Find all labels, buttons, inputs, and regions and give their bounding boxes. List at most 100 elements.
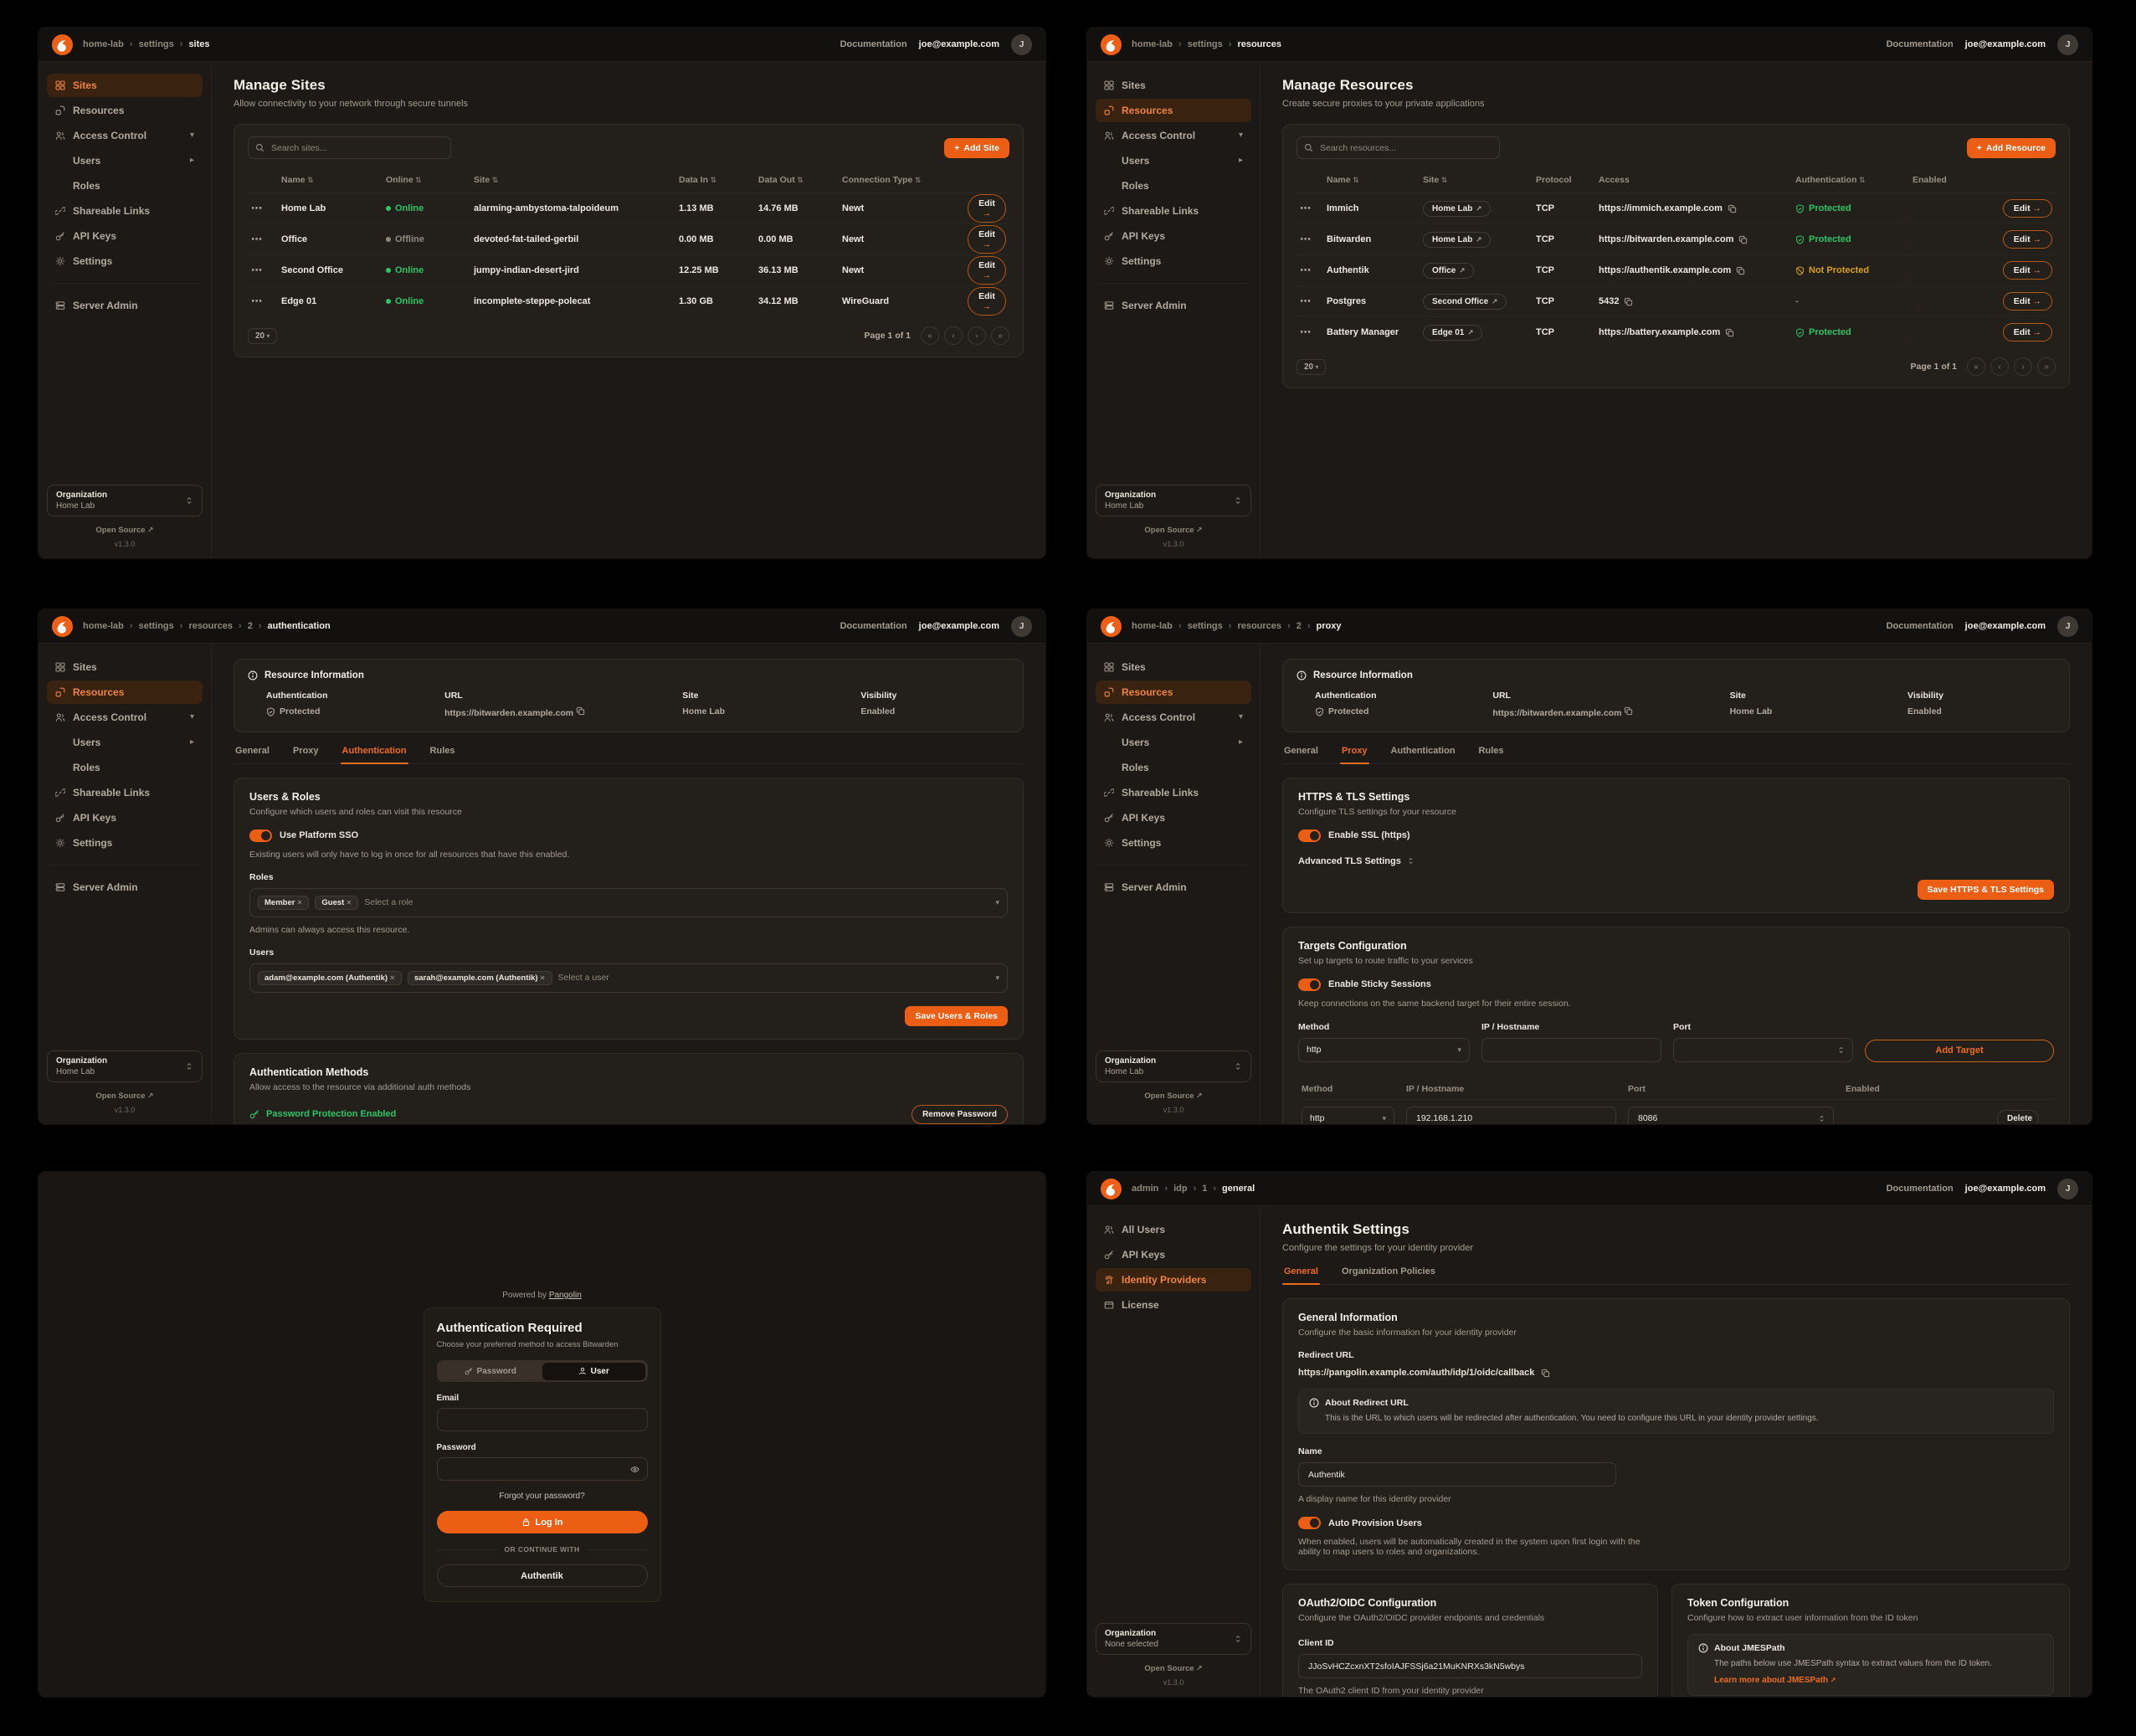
sidebar-item-server-admin[interactable]: Server Admin [47, 294, 203, 317]
site-link-pill[interactable]: Home Lab [1423, 200, 1492, 217]
row-actions-button[interactable] [1300, 202, 1327, 215]
tab-proxy[interactable]: Proxy [292, 745, 319, 756]
sidebar-item-sites[interactable]: Sites [1096, 74, 1251, 97]
sidebar-item-users[interactable]: Users [47, 149, 203, 172]
sidebar-item-server-admin[interactable]: Server Admin [1096, 294, 1251, 317]
col-online[interactable]: Online [386, 175, 474, 185]
user-email[interactable]: joe@example.com [1964, 621, 2046, 631]
tab-proxy[interactable]: Proxy [1339, 746, 1369, 764]
sidebar-item-sites[interactable]: Sites [1096, 655, 1251, 679]
enable-ssl-toggle[interactable] [1298, 829, 1321, 842]
org-picker[interactable]: Organization Home Lab [47, 485, 203, 516]
pangolin-link[interactable]: Pangolin [548, 1291, 582, 1300]
sidebar-item-users[interactable]: Users [1096, 731, 1251, 754]
pangolin-logo-icon[interactable] [1101, 33, 1122, 55]
sidebar-item-server-admin[interactable]: Server Admin [1096, 876, 1251, 899]
edit-button[interactable]: Edit [968, 256, 1006, 285]
sidebar-item-api-keys[interactable]: API Keys [47, 806, 203, 829]
copy-icon[interactable] [1736, 266, 1745, 275]
search-sites[interactable] [248, 136, 451, 159]
breadcrumb-settings[interactable]: settings [1188, 39, 1232, 49]
breadcrumb-settings[interactable]: settings [139, 39, 183, 49]
row-actions-button[interactable] [251, 202, 281, 215]
sidebar-item-sites[interactable]: Sites [47, 655, 203, 679]
row-actions-button[interactable] [251, 233, 281, 246]
edit-button[interactable]: Edit [968, 225, 1006, 254]
breadcrumb-idp[interactable]: idp [1173, 1184, 1196, 1194]
user-email[interactable]: joe@example.com [1964, 1184, 2046, 1194]
sidebar-item-access-control[interactable]: Access Control [47, 706, 203, 729]
advanced-tls-expander[interactable]: Advanced TLS Settings [1298, 856, 2054, 866]
eye-icon[interactable] [629, 1465, 639, 1474]
edit-button[interactable]: Edit [2002, 261, 2052, 280]
user-chip[interactable]: sarah@example.com (Authentik) [407, 970, 552, 985]
breadcrumb-resource-id[interactable]: 2 [248, 621, 262, 631]
avatar[interactable]: J [2057, 33, 2078, 55]
row-actions-button[interactable] [1300, 326, 1327, 339]
sidebar-item-roles[interactable]: Roles [1096, 756, 1251, 779]
copy-icon[interactable] [1624, 297, 1633, 306]
avatar[interactable]: J [2057, 1178, 2078, 1199]
row-actions-button[interactable] [1300, 264, 1327, 277]
open-source-link[interactable]: Open Source [1096, 1091, 1251, 1101]
breadcrumb-settings[interactable]: settings [1188, 621, 1232, 631]
search-input[interactable] [1318, 141, 1492, 154]
sidebar-item-settings[interactable]: Settings [47, 249, 203, 273]
col-name[interactable]: Name [281, 175, 386, 185]
sidebar-item-shareable-links[interactable]: Shareable Links [47, 199, 203, 223]
role-chip[interactable]: Member [258, 895, 310, 910]
number-spinner-icon[interactable] [1837, 1046, 1845, 1054]
auto-provision-toggle[interactable] [1298, 1517, 1321, 1529]
save-tls-button[interactable]: Save HTTPS & TLS Settings [1917, 879, 2054, 900]
ip-hostname-input[interactable] [1415, 1112, 1608, 1124]
edit-button[interactable]: Edit [2002, 323, 2052, 342]
pangolin-logo-icon[interactable] [1101, 1178, 1122, 1199]
user-chip[interactable]: adam@example.com (Authentik) [258, 970, 402, 985]
copy-icon[interactable] [1728, 204, 1737, 213]
copy-icon[interactable] [1624, 706, 1633, 716]
last-page-button[interactable] [2037, 357, 2056, 376]
breadcrumb-org[interactable]: home-lab [83, 621, 133, 631]
sidebar-item-license[interactable]: License [1096, 1293, 1251, 1317]
sidebar-item-api-keys[interactable]: API Keys [1096, 224, 1251, 248]
tab-authentication[interactable]: Authentication [340, 746, 408, 764]
search-input[interactable] [270, 141, 444, 154]
row-actions-button[interactable] [1300, 233, 1327, 246]
breadcrumb-resources[interactable]: resources [188, 621, 241, 631]
sidebar-item-settings[interactable]: Settings [47, 831, 203, 855]
open-source-link[interactable]: Open Source [1096, 1664, 1251, 1673]
avatar[interactable]: J [1011, 33, 1032, 55]
site-link-pill[interactable]: Edge 01 [1423, 324, 1483, 341]
tab-password[interactable]: Password [439, 1363, 542, 1380]
site-link-pill[interactable]: Home Lab [1423, 231, 1492, 248]
log-in-button[interactable]: Log In [436, 1511, 648, 1533]
sidebar-item-shareable-links[interactable]: Shareable Links [47, 781, 203, 804]
last-page-button[interactable] [991, 326, 1009, 345]
user-email[interactable]: joe@example.com [918, 39, 999, 49]
open-source-link[interactable]: Open Source [1096, 526, 1251, 535]
add-site-button[interactable]: Add Site [944, 137, 1009, 158]
search-resources[interactable] [1296, 136, 1500, 159]
delete-target-button[interactable]: Delete [1997, 1109, 2039, 1124]
port-input[interactable] [1682, 1044, 1837, 1055]
tab-general[interactable]: General [1284, 745, 1318, 756]
documentation-link[interactable]: Documentation [1886, 39, 1954, 49]
col-site[interactable]: Site [1423, 175, 1536, 185]
sidebar-item-resources[interactable]: Resources [1096, 99, 1251, 122]
platform-sso-toggle[interactable] [249, 829, 272, 842]
col-name[interactable]: Name [1327, 175, 1423, 185]
documentation-link[interactable]: Documentation [1886, 1184, 1954, 1194]
tab-organization-policies[interactable]: Organization Policies [1341, 1266, 1435, 1276]
next-page-button[interactable] [2014, 357, 2032, 376]
tab-general[interactable]: General [1282, 1266, 1320, 1285]
edit-button[interactable]: Edit [2002, 230, 2052, 249]
sticky-sessions-toggle[interactable] [1298, 978, 1321, 991]
sidebar-item-roles[interactable]: Roles [47, 756, 203, 779]
method-select[interactable]: http ▾ [1298, 1037, 1470, 1062]
pangolin-logo-icon[interactable] [52, 33, 73, 55]
add-resource-button[interactable]: Add Resource [1966, 137, 2056, 158]
name-input[interactable] [1307, 1468, 1608, 1481]
edit-button[interactable]: Edit [968, 194, 1006, 223]
remove-password-button[interactable]: Remove Password [911, 1104, 1008, 1124]
role-chip[interactable]: Guest [315, 895, 359, 910]
